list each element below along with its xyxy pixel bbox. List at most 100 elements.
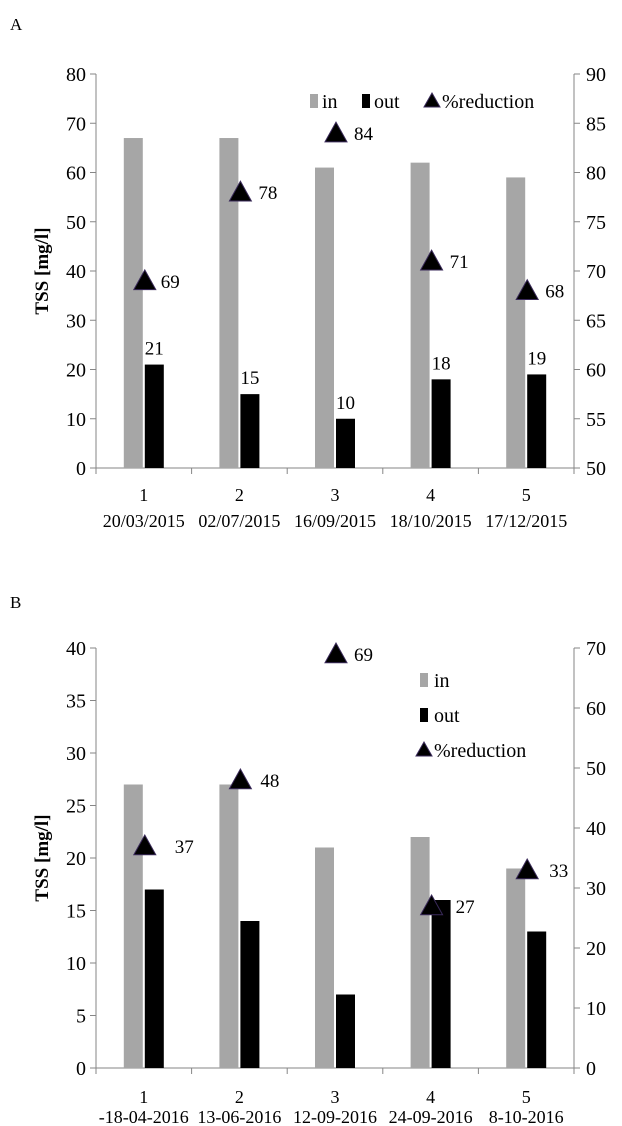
bar-out [527,931,547,1068]
bar-in [219,784,239,1068]
y2-tick-label: 90 [586,64,606,86]
legend: in out %reduction [310,91,534,113]
out-data-label: 15 [240,368,259,389]
x-date-label: 24-09-2016 [389,1107,473,1126]
reduction-data-label: 48 [260,771,279,792]
reduction-data-label: 37 [175,837,194,858]
out-data-label: 10 [336,393,355,414]
legend-swatch-reduction [423,91,441,108]
y2-tick-label: 70 [586,638,606,660]
y-tick-label: 5 [76,1006,86,1028]
y-tick-label: 40 [66,261,86,283]
x-tick-label: 5 [522,1087,531,1107]
y2-tick-label: 10 [586,998,606,1020]
x-date-label: 17/12/2015 [485,511,567,531]
bar-out [336,418,355,468]
y2-tick-label: 50 [586,458,606,480]
y2-tick-label: 40 [586,818,606,840]
x-date-label: 8-10-2016 [489,1107,564,1126]
bar-out [431,379,451,468]
reduction-data-label: 69 [161,272,180,293]
bar-in [315,847,334,1068]
reduction-marker [228,767,253,790]
legend-label-reduction: %reduction [434,740,526,762]
x-tick-label: 2 [235,1087,244,1107]
y-tick-label: 30 [66,743,86,765]
bar-out [431,900,451,1068]
reduction-data-label: 71 [450,252,469,273]
y-tick-label: 70 [66,113,86,135]
legend: in out %reduction [415,670,526,762]
reduction-data-label: 84 [354,124,374,145]
bar-out [240,921,260,1068]
reduction-marker [419,893,444,916]
legend-swatch-out [362,94,370,108]
y2-tick-label: 55 [586,409,606,431]
bar-in [315,167,334,468]
bar-in [123,138,143,468]
out-data-label: 19 [527,348,546,369]
y-tick-label: 10 [66,409,86,431]
x-tick-label: 4 [426,485,435,505]
x-tick-label: 1 [139,485,148,505]
reduction-data-label: 27 [456,897,475,918]
y-tick-label: 35 [66,691,86,713]
x-tick-label: 3 [331,485,340,505]
y-axis-title: TSS [mg/l] [32,814,53,901]
y-tick-label: 20 [66,848,86,870]
y2-tick-label: 75 [586,212,606,234]
y2-tick-label: 20 [586,938,606,960]
bar-in [506,177,526,469]
legend-label-reduction: %reduction [442,91,534,113]
reduction-marker [228,180,253,202]
y-tick-label: 0 [76,1058,86,1080]
bar-in [219,138,239,468]
bar-out [527,374,547,468]
x-date-label: 20/03/2015 [103,511,185,531]
x-tick-label: 3 [331,1087,340,1107]
y2-tick-label: 0 [586,1058,596,1080]
x-date-label: 18/10/2015 [390,511,472,531]
y-tick-label: 80 [66,64,86,86]
x-date-label: 02/07/2015 [198,511,280,531]
y-tick-label: 50 [66,212,86,234]
bar-in [506,868,526,1068]
x-date-label: 16/09/2015 [294,511,376,531]
y2-tick-label: 50 [586,758,606,780]
legend-label-out: out [374,91,400,113]
legend-label-in: in [322,91,338,113]
y2-tick-label: 60 [586,698,606,720]
out-data-label: 21 [145,339,164,360]
legend-swatch-reduction [415,740,433,757]
y-tick-label: 20 [66,360,86,382]
reduction-data-label: 68 [545,282,564,303]
y2-tick-label: 70 [586,261,606,283]
x-tick-label: 1 [139,1087,148,1107]
out-data-label: 18 [432,353,451,374]
x-date-label: -18-04-2016 [99,1107,189,1126]
y-tick-label: 25 [66,796,86,818]
reduction-marker [324,121,348,143]
reduction-data-label: 33 [549,861,568,882]
legend-swatch-in [310,94,318,108]
y-tick-label: 10 [66,953,86,975]
legend-label-in: in [434,670,450,692]
reduction-marker [324,641,348,664]
y2-tick-label: 60 [586,360,606,382]
panel-label: B [10,593,21,612]
legend-swatch-in [420,673,428,687]
y-tick-label: 0 [76,458,86,480]
panel-label: A [10,15,23,34]
bar-in [123,784,143,1068]
y-tick-label: 60 [66,163,86,185]
bar-in [410,162,430,468]
x-tick-label: 4 [426,1087,435,1107]
reduction-marker [132,833,157,856]
x-date-label: 13-06-2016 [197,1107,281,1126]
chart-panel-A: A 0 10 20 30 40 50 60 70 80 50 55 60 65 70 75 80 85 90 TSS … [10,15,606,531]
y-tick-label: 40 [66,638,86,660]
legend-swatch-out [420,708,428,722]
y-tick-label: 30 [66,310,86,332]
bar-out [144,889,164,1068]
